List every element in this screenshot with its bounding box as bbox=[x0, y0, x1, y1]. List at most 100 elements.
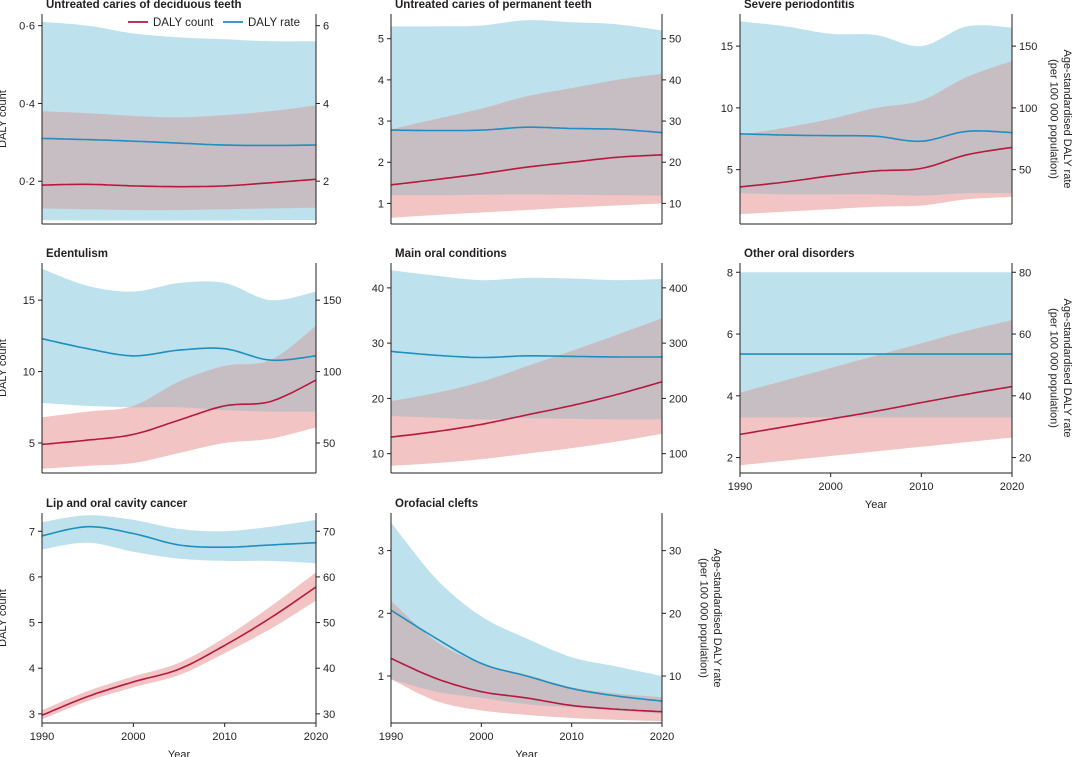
panel-title: Lip and oral cavity cancer bbox=[46, 498, 188, 510]
left-tick-label: 0·2 bbox=[19, 176, 35, 188]
left-tick-label: 5 bbox=[29, 438, 35, 450]
right-tick-label: 100 bbox=[669, 449, 687, 461]
left-tick-label: 3 bbox=[378, 546, 384, 558]
right-tick-label: 30 bbox=[323, 709, 335, 721]
left-tick-label: 2 bbox=[727, 453, 733, 465]
overlap-uncertainty-band bbox=[391, 600, 662, 714]
left-tick-label: 6 bbox=[727, 329, 733, 341]
x-tick-label: 2010 bbox=[212, 731, 236, 743]
left-tick-label: 2 bbox=[378, 608, 384, 620]
right-tick-label: 40 bbox=[1019, 391, 1031, 403]
daly-count-line bbox=[41, 586, 317, 716]
right-tick-label: 4 bbox=[323, 98, 329, 110]
daly-count-line bbox=[739, 146, 1013, 188]
overlap-uncertainty-band bbox=[740, 60, 1012, 196]
right-tick-label: 70 bbox=[323, 526, 335, 538]
legend-label: DALY count bbox=[153, 17, 214, 29]
x-tick-label: 2020 bbox=[304, 731, 328, 743]
right-axis-label-line1: Age-standardised DALY rate bbox=[1061, 49, 1073, 188]
left-tick-label: 2 bbox=[378, 157, 384, 169]
left-tick-label: 1 bbox=[378, 198, 384, 210]
right-tick-label: 40 bbox=[323, 663, 335, 675]
panel-title: Severe periodontitis bbox=[744, 0, 855, 11]
overlap-uncertainty-band bbox=[740, 320, 1012, 418]
left-tick-label: 5 bbox=[727, 165, 733, 177]
x-tick-label: 1990 bbox=[728, 481, 752, 493]
left-tick-label: 5 bbox=[378, 34, 384, 46]
daly-count-line bbox=[390, 657, 663, 713]
x-tick-label: 2000 bbox=[469, 731, 493, 743]
x-tick-label: 2020 bbox=[1000, 481, 1024, 493]
right-axis-label-line2: (per 100 000 population) bbox=[1047, 308, 1059, 428]
right-tick-label: 100 bbox=[1019, 103, 1037, 115]
panel-6: 2 4 6 8 20 40 60 80 1990 2000 2010 2020 Other oral d… bbox=[727, 248, 1073, 511]
right-tick-label: 300 bbox=[669, 338, 687, 350]
daly-rate-line bbox=[41, 525, 317, 548]
right-tick-label: 10 bbox=[669, 671, 681, 683]
left-tick-label: 4 bbox=[727, 391, 733, 403]
left-tick-label: 5 bbox=[29, 618, 35, 630]
right-axis-label-line1: Age-standardised DALY rate bbox=[1061, 298, 1073, 437]
left-tick-label: 3 bbox=[29, 709, 35, 721]
daly-rate-line bbox=[390, 609, 663, 702]
right-axis-label-line2: (per 100 000 population) bbox=[1047, 59, 1059, 179]
right-tick-label: 2 bbox=[323, 176, 329, 188]
count-uncertainty-band bbox=[42, 572, 316, 720]
overlap-uncertainty-band bbox=[42, 105, 316, 211]
left-tick-label: 4 bbox=[29, 663, 35, 675]
left-tick-label: 0·4 bbox=[19, 98, 35, 110]
overlap-uncertainty-band bbox=[391, 318, 662, 420]
left-tick-label: 3 bbox=[378, 116, 384, 128]
right-tick-label: 50 bbox=[323, 438, 335, 450]
x-axis-label: Year bbox=[515, 749, 538, 757]
panel-4: 5 10 15 50 100 150 Edentulism DALY count bbox=[0, 248, 341, 474]
panel-title: Untreated caries of deciduous teeth bbox=[46, 0, 242, 11]
daly-rate-line bbox=[739, 130, 1013, 143]
x-tick-label: 1990 bbox=[30, 731, 54, 743]
daly-rate-line bbox=[41, 337, 317, 362]
daly-count-line bbox=[390, 381, 663, 438]
left-tick-label: 7 bbox=[29, 526, 35, 538]
x-tick-label: 2010 bbox=[559, 731, 583, 743]
left-tick-label: 10 bbox=[721, 103, 733, 115]
left-tick-label: 8 bbox=[727, 267, 733, 279]
right-axis-label: Age-standardised DALY rate(per 100 000 p… bbox=[1047, 49, 1073, 188]
overlap-uncertainty-band bbox=[391, 73, 662, 196]
right-tick-label: 20 bbox=[669, 608, 681, 620]
right-tick-label: 20 bbox=[669, 157, 681, 169]
panel-title: Main oral conditions bbox=[395, 248, 507, 260]
daly-count-line bbox=[739, 385, 1013, 436]
right-tick-label: 80 bbox=[1019, 267, 1031, 279]
y-axis-label: DALY count bbox=[0, 90, 9, 148]
left-tick-label: 0·6 bbox=[19, 21, 35, 33]
daly-rate-line bbox=[390, 350, 662, 359]
legend: DALY count DALY rate bbox=[128, 17, 300, 29]
panel-title: Edentulism bbox=[46, 248, 108, 260]
x-tick-label: 2000 bbox=[818, 481, 842, 493]
right-tick-label: 100 bbox=[323, 367, 341, 379]
right-tick-label: 150 bbox=[323, 295, 341, 307]
rate-uncertainty-band bbox=[42, 515, 316, 564]
panel-title: Other oral disorders bbox=[744, 248, 855, 260]
x-tick-label: 2020 bbox=[650, 731, 674, 743]
left-tick-label: 40 bbox=[372, 283, 384, 295]
right-tick-label: 50 bbox=[323, 618, 335, 630]
left-tick-label: 20 bbox=[372, 393, 384, 405]
right-axis-label-line1: Age-standardised DALY rate bbox=[711, 548, 723, 687]
right-tick-label: 6 bbox=[323, 21, 329, 33]
x-tick-label: 2010 bbox=[909, 481, 933, 493]
left-tick-label: 6 bbox=[29, 572, 35, 584]
right-tick-label: 50 bbox=[1019, 165, 1031, 177]
right-tick-label: 60 bbox=[323, 572, 335, 584]
left-tick-label: 10 bbox=[23, 367, 35, 379]
left-tick-label: 30 bbox=[372, 338, 384, 350]
right-tick-label: 30 bbox=[669, 546, 681, 558]
x-tick-label: 1990 bbox=[379, 731, 403, 743]
overlap-uncertainty-band bbox=[42, 325, 316, 412]
left-tick-label: 15 bbox=[23, 295, 35, 307]
x-axis-label: Year bbox=[168, 749, 191, 757]
panel-title: Orofacial clefts bbox=[395, 498, 478, 510]
daly-count-line bbox=[41, 379, 317, 446]
right-tick-label: 60 bbox=[1019, 329, 1031, 341]
y-axis-label: DALY count bbox=[0, 339, 9, 397]
